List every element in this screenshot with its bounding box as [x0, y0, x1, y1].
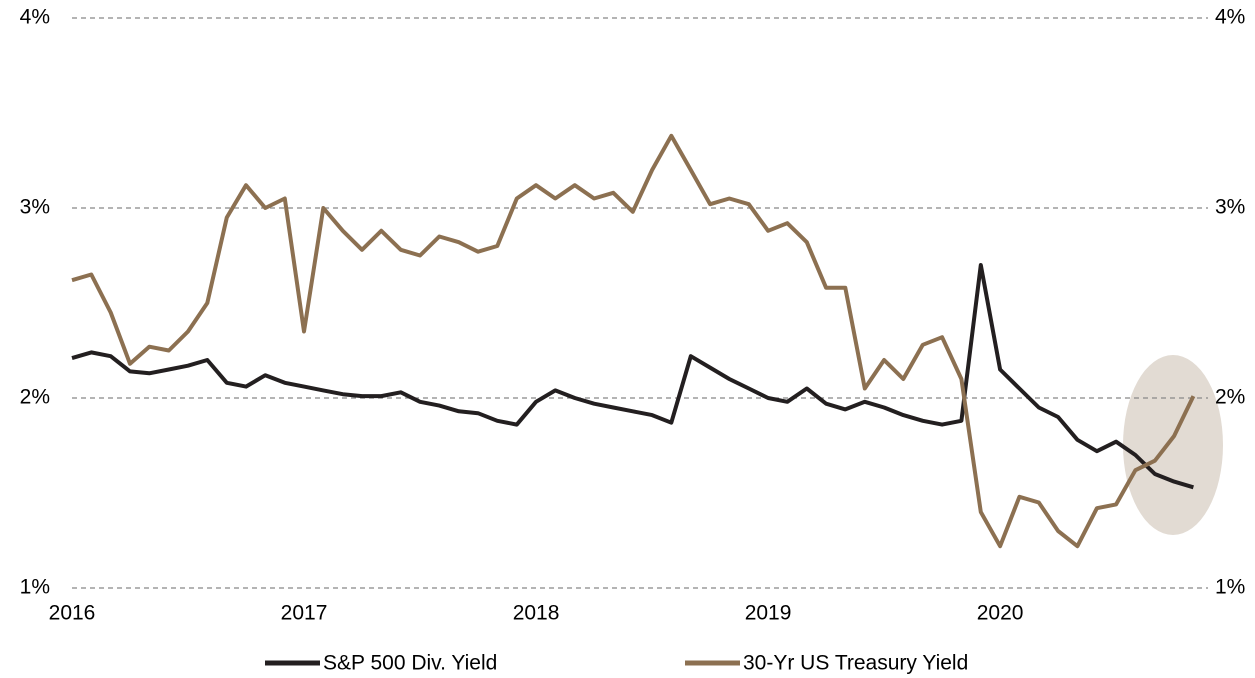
- y2-tick-label: 1%: [1215, 576, 1245, 599]
- y-tick-label: 3%: [20, 196, 50, 219]
- series-line: [71, 133, 1196, 549]
- y2-tick-label: 2%: [1215, 386, 1245, 409]
- legend-label: S&P 500 Div. Yield: [323, 652, 497, 675]
- x-tick-label: 2020: [977, 602, 1024, 625]
- y-tick-label: 4%: [20, 6, 50, 29]
- x-tick-label: 2017: [281, 602, 328, 625]
- x-tick-label: 2016: [49, 602, 96, 625]
- series-line: [71, 263, 1194, 490]
- y2-tick-label: 4%: [1215, 6, 1245, 29]
- legend-label: 30-Yr US Treasury Yield: [743, 652, 968, 675]
- x-tick-label: 2019: [745, 602, 792, 625]
- y-tick-label: 2%: [20, 386, 50, 409]
- y-tick-label: 1%: [20, 576, 50, 599]
- x-tick-label: 2018: [513, 602, 560, 625]
- highlight-ellipse: [1123, 355, 1223, 535]
- y2-tick-label: 3%: [1215, 196, 1245, 219]
